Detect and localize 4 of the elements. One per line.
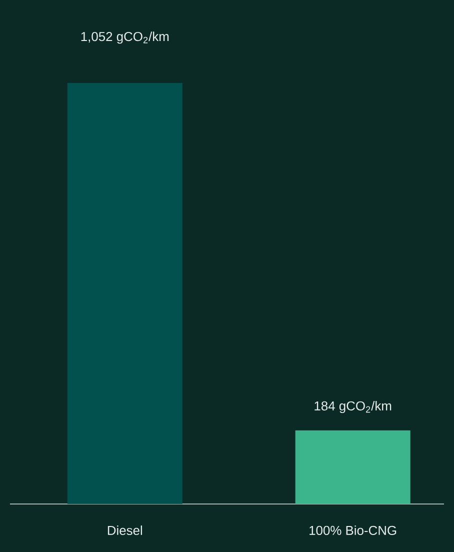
x-tick-label: 100% Bio-CNG <box>310 526 396 536</box>
data-label: 184 gCO$_{2}$/km <box>314 400 392 414</box>
x-tick-label: Diesel <box>108 526 142 536</box>
data-label: 1,052 gCO$_{2}$/km <box>81 32 169 44</box>
